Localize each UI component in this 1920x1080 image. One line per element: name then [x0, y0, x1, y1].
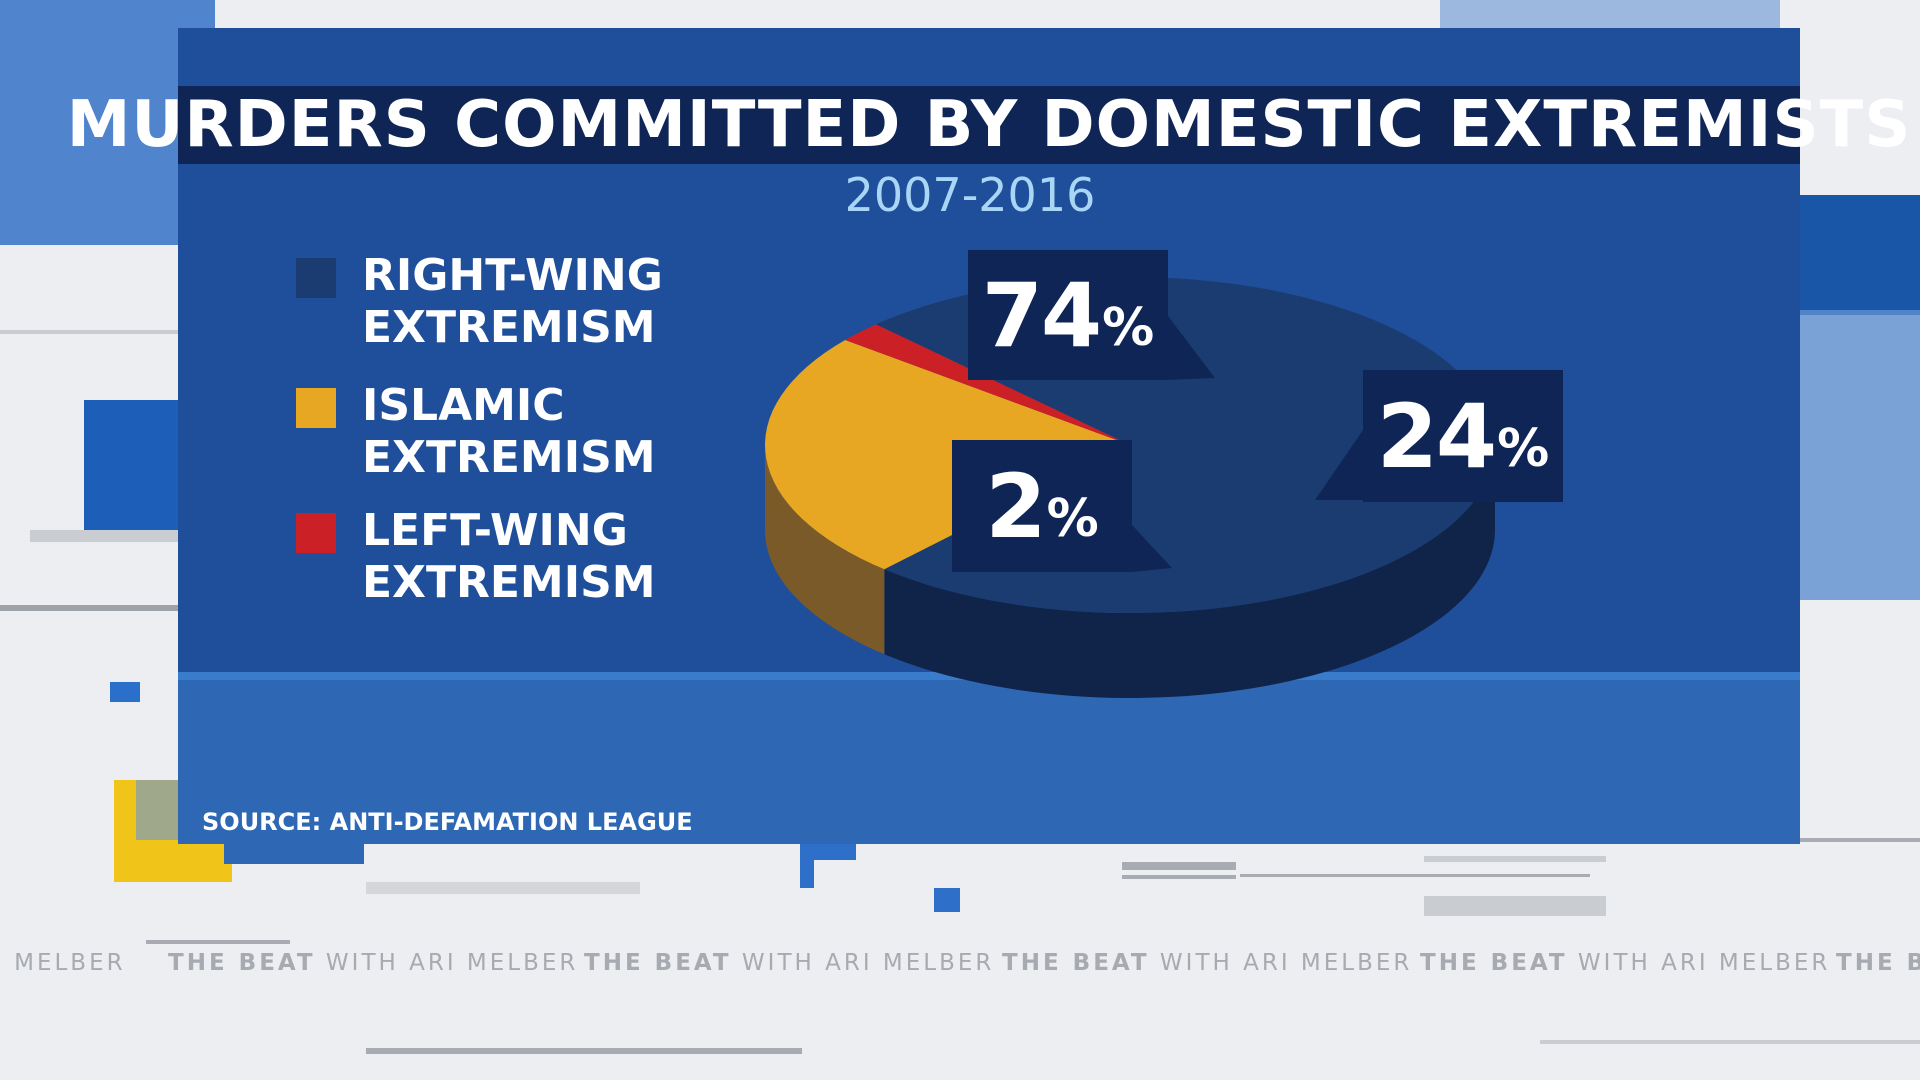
legend-swatch-islamic [296, 388, 336, 428]
legend-item-left-wing: LEFT-WING EXTREMISM [296, 505, 682, 609]
pie-side-right-wing [884, 445, 1495, 698]
legend-label-line2: EXTREMISM [362, 302, 656, 353]
percent-sign: % [1102, 298, 1155, 358]
data-label-islamic: 24 [1376, 384, 1497, 488]
callout-pointer-islamic [1315, 430, 1363, 500]
title-bar: MURDERS COMMITTED BY DOMESTIC EXTREMISTS [67, 86, 1910, 164]
chart-subtitle: 2007-2016 [844, 168, 1096, 222]
callout-right-wing: 74% [968, 250, 1168, 380]
legend-item-right-wing: RIGHT-WING EXTREMISM [296, 250, 682, 354]
legend-label-line1: RIGHT-WING [362, 250, 663, 301]
callout-pointer-right-wing [1165, 312, 1215, 380]
ticker-item: I MELBER [0, 950, 126, 976]
pie-slice-islamic [764, 339, 1130, 570]
ticker-item: THE BEAT WITH ARI MELBER [1002, 950, 1413, 976]
panel-footer [178, 676, 1800, 844]
legend-item-islamic: ISLAMIC EXTREMISM [296, 380, 682, 484]
ticker-item: THE BEAT WITH ARI MELBER [1420, 950, 1831, 976]
chart-title: MURDERS COMMITTED BY DOMESTIC EXTREMISTS [66, 88, 1912, 162]
percent-sign: % [1497, 419, 1550, 479]
show-ticker: I MELBER THE BEAT WITH ARI MELBER THE BE… [0, 950, 1920, 984]
callout-left-wing: 2% [952, 440, 1132, 572]
legend-label-line2: EXTREMISM [362, 432, 656, 483]
ticker-item: THE B [1836, 950, 1920, 976]
legend-swatch-right-wing [296, 258, 336, 298]
source-note: SOURCE: ANTI-DEFAMATION LEAGUE [202, 808, 693, 836]
ticker-item: THE BEAT WITH ARI MELBER [584, 950, 995, 976]
percent-sign: % [1046, 489, 1099, 549]
ticker-item: THE BEAT WITH ARI MELBER [168, 950, 579, 976]
callout-pointer-left-wing [1132, 525, 1172, 572]
pie-slice-left-wing [845, 324, 1130, 445]
pie-side-islamic [765, 445, 885, 655]
data-label-left-wing: 2 [985, 454, 1046, 558]
legend-label-line2: EXTREMISM [362, 557, 656, 608]
legend-label-line1: ISLAMIC [362, 380, 565, 431]
legend-label-line1: LEFT-WING [362, 505, 628, 556]
callout-islamic: 24% [1363, 370, 1563, 502]
legend-swatch-left-wing [296, 513, 336, 553]
data-label-right-wing: 74 [981, 263, 1102, 367]
